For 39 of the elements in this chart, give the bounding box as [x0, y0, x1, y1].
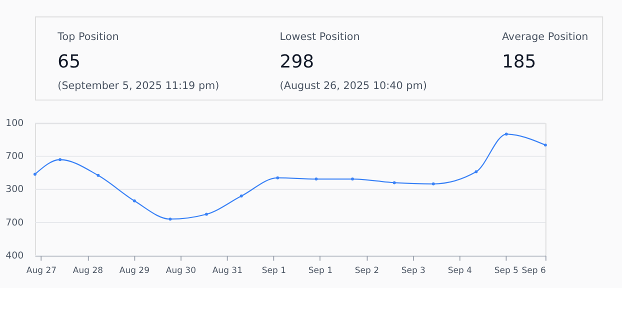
x-tick-label: Sep 3 [401, 266, 426, 276]
point [504, 132, 508, 136]
point [132, 199, 136, 202]
x-tick-label: Sep 2 [354, 266, 379, 276]
text: 185 [502, 51, 536, 72]
text: 100 [6, 118, 24, 130]
point [168, 218, 172, 221]
text: 400 [6, 250, 24, 262]
x-tick-label: Aug 31 [212, 266, 242, 276]
text: (September 5, 2025 11:19 pm) [58, 80, 220, 92]
x-tick-label: Sep 6 [522, 266, 546, 276]
x-tick-label: Sep 1 [262, 266, 286, 276]
text: Top Position [56, 31, 119, 44]
point [432, 182, 435, 186]
x-tick-label: Sep 1 [308, 266, 332, 276]
point [392, 181, 396, 184]
point [33, 172, 36, 176]
point [314, 178, 318, 181]
point [58, 158, 62, 162]
text: 700 [6, 217, 24, 228]
text: 298 [280, 51, 314, 72]
text: 300 [6, 184, 24, 196]
point [205, 212, 208, 216]
text: 65 [58, 51, 81, 72]
point [96, 174, 100, 177]
text: (August 26, 2025 10:40 pm) [280, 80, 427, 92]
point [240, 194, 243, 198]
x-tick-label: Aug 28 [72, 266, 104, 276]
x-tick-label: Sep 4 [448, 266, 472, 276]
text: 700 [6, 151, 24, 162]
point [474, 170, 478, 174]
point [544, 144, 547, 147]
text: Average Position [502, 31, 588, 44]
x-tick-label: Aug 30 [166, 266, 196, 276]
x-tick-label: Aug 27 [26, 266, 57, 276]
point [276, 176, 280, 180]
text: Lowest Position [280, 31, 360, 44]
x-tick-label: Sep 5 [494, 266, 518, 276]
x-tick-label: Aug 29 [119, 266, 150, 276]
